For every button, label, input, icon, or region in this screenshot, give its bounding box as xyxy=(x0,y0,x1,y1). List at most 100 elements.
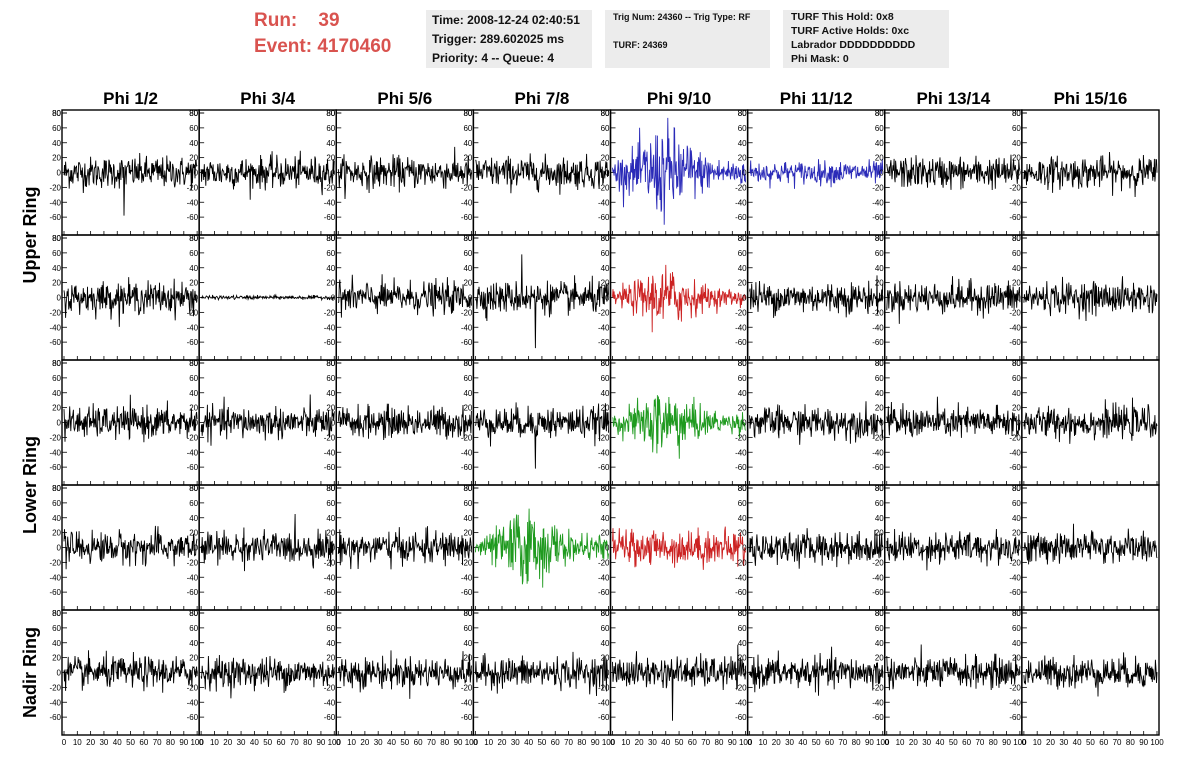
panel-r3-c4: -60 -40 -20 0 20 40 60 80 80 xyxy=(598,484,749,611)
y-tick-label: 60 xyxy=(738,124,747,133)
y-tick-label: -40 xyxy=(187,448,199,457)
x-tick-label: 70 xyxy=(290,738,299,747)
y-tick-label: -60 xyxy=(49,588,61,597)
y-tick-label: 80 xyxy=(326,484,335,493)
y-tick-label: -40 xyxy=(1009,448,1021,457)
y-tick-label: -20 xyxy=(324,308,336,317)
y-tick-label: -40 xyxy=(735,323,747,332)
x-tick-label: 20 xyxy=(498,738,507,747)
y-tick-label: 20 xyxy=(875,279,884,288)
y-tick-label: 80 xyxy=(1012,109,1021,118)
x-tick-label: 10 xyxy=(758,738,767,747)
x-tick-label: 80 xyxy=(989,738,998,747)
y-tick-label: 80 xyxy=(463,359,472,368)
y-tick-label: 0 xyxy=(1016,294,1021,303)
y-tick-label: 60 xyxy=(52,624,61,633)
y-tick-label: -20 xyxy=(735,183,747,192)
x-tick-label: 100 xyxy=(1150,738,1164,747)
x-tick-label: 60 xyxy=(962,738,971,747)
y-tick-label: 0 xyxy=(605,419,610,428)
panel-r0-c6: -60 -40 -20 0 20 40 60 80 80 xyxy=(872,109,1023,236)
waveform-trace xyxy=(886,528,1021,571)
y-tick-label: 20 xyxy=(601,154,610,163)
y-tick-label: 60 xyxy=(463,624,472,633)
y-tick-label: 80 xyxy=(738,359,747,368)
y-tick-label: 80 xyxy=(601,359,610,368)
y-tick-label: 0 xyxy=(1016,169,1021,178)
x-tick-label: 70 xyxy=(153,738,162,747)
y-tick-label: 0 xyxy=(1016,669,1021,678)
y-tick-label: 80 xyxy=(875,109,884,118)
y-tick-label: 60 xyxy=(738,374,747,383)
y-tick-label: -60 xyxy=(461,463,473,472)
y-tick-label: 20 xyxy=(875,654,884,663)
y-tick-label: 80 xyxy=(463,609,472,618)
y-tick-label: -40 xyxy=(872,198,884,207)
waveform-trace xyxy=(475,153,609,195)
y-tick-label: -60 xyxy=(1009,713,1021,722)
x-tick-label: 20 xyxy=(223,738,232,747)
y-tick-label: 20 xyxy=(738,654,747,663)
ring-label-lower-ring: Lower Ring xyxy=(20,436,40,534)
y-tick-label: 40 xyxy=(52,264,61,273)
y-tick-label: 80 xyxy=(189,484,198,493)
y-tick-label: 80 xyxy=(463,359,472,368)
y-tick-label: -60 xyxy=(49,213,61,222)
x-tick-label: 90 xyxy=(179,738,188,747)
y-tick-label: 80 xyxy=(738,359,747,368)
y-tick-label: 60 xyxy=(601,499,610,508)
x-tick-label: 60 xyxy=(688,738,697,747)
y-tick-label: 80 xyxy=(1012,609,1021,618)
panel-r0-c1: -60 -40 -20 0 20 40 60 80 80 xyxy=(187,109,337,236)
waveform-trace xyxy=(63,277,198,327)
waveform-trace xyxy=(474,254,609,349)
y-tick-label: -20 xyxy=(461,308,473,317)
y-tick-label: 60 xyxy=(601,374,610,383)
y-tick-label: 60 xyxy=(601,249,610,258)
y-tick-label: 60 xyxy=(1012,374,1021,383)
waveform-trace xyxy=(200,293,335,302)
y-tick-label: 20 xyxy=(189,404,198,413)
y-tick-label: 80 xyxy=(1012,234,1021,243)
y-tick-label: 80 xyxy=(189,109,198,118)
y-tick-label: 80 xyxy=(1012,484,1021,493)
waveform-trace xyxy=(63,152,198,216)
panel-r3-c3: -60 -40 -20 0 20 40 60 80 80 xyxy=(461,484,612,611)
panel-r2-c6: -60 -40 -20 0 20 40 60 80 80 xyxy=(872,359,1023,486)
y-tick-label: 40 xyxy=(601,514,610,523)
waveform-trace xyxy=(1023,151,1158,198)
waveform-trace xyxy=(63,394,198,443)
waveform-trace xyxy=(200,394,335,446)
x-tick-label: 10 xyxy=(484,738,493,747)
y-tick-label: 80 xyxy=(52,609,61,618)
waveform-trace xyxy=(749,159,884,189)
x-tick-label: 30 xyxy=(237,738,246,747)
x-tick-label: 100 xyxy=(602,738,616,747)
x-tick-label: 50 xyxy=(812,738,821,747)
x-tick-label: 80 xyxy=(1126,738,1135,747)
y-tick-label: -60 xyxy=(735,713,747,722)
y-tick-label: -40 xyxy=(872,573,884,582)
y-tick-label: 20 xyxy=(875,529,884,538)
y-tick-label: -20 xyxy=(1009,183,1021,192)
y-tick-label: 60 xyxy=(52,374,61,383)
y-tick-label: 0 xyxy=(605,294,610,303)
y-tick-label: -20 xyxy=(735,433,747,442)
y-tick-label: -60 xyxy=(872,588,884,597)
x-tick-label: 80 xyxy=(303,738,312,747)
y-tick-label: 80 xyxy=(463,484,472,493)
y-tick-label: 0 xyxy=(605,544,610,553)
y-tick-label: -20 xyxy=(598,183,610,192)
y-tick-label: 20 xyxy=(875,404,884,413)
y-tick-label: -60 xyxy=(735,588,747,597)
y-tick-label: 20 xyxy=(326,154,335,163)
y-tick-label: -60 xyxy=(461,213,473,222)
x-tick-label: 90 xyxy=(865,738,874,747)
y-tick-label: -20 xyxy=(598,433,610,442)
y-tick-label: 0 xyxy=(742,669,747,678)
y-tick-label: -40 xyxy=(1009,198,1021,207)
waveform-trace xyxy=(200,513,335,572)
